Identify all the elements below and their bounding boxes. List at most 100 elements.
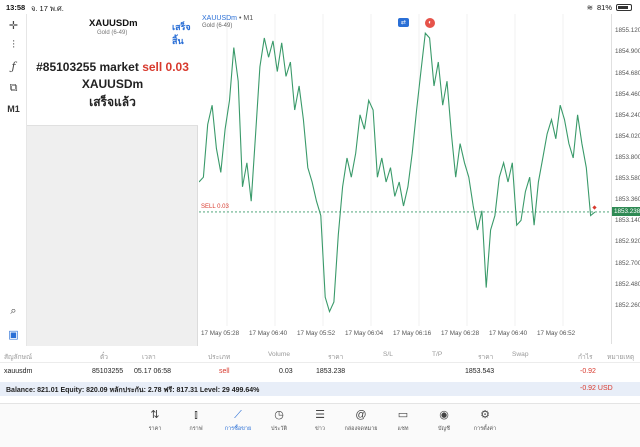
order-message-status: เสร็จแล้ว — [89, 95, 136, 109]
one-click-trading-icon[interactable]: ⇄ — [398, 18, 409, 27]
chart-symbol: XAUUSDm — [202, 15, 238, 22]
price-chart[interactable]: XAUUSDm • M1 Gold (6-49) ⇄ ◐ SELL 0.03 1… — [198, 14, 611, 344]
nav-quotes[interactable]: ⇅ ราคา — [133, 408, 177, 433]
price-axis: 1853.238 1855.120 1854.900 1854.680 1854.46… — [611, 14, 640, 344]
price-tick-label: 1853.140 — [615, 217, 640, 225]
row-price: 1853.238 — [316, 368, 346, 375]
order-message-symbol: XAUUSDm — [81, 77, 144, 91]
candles-icon: ⫾ — [194, 409, 198, 421]
order-panel: XAUUSDm Gold (6-49) เสร็จสิ้น #85103255 … — [27, 14, 198, 346]
price-tick-label: 1855.120 — [615, 27, 640, 35]
row-volume: 0.03 — [279, 368, 293, 375]
chart-timeframe: • M1 — [238, 15, 254, 22]
account-summary-bar: Balance: 821.01 Equity: 820.09 หลักประกั… — [0, 382, 640, 396]
chart-toolbar: ✛ ⫶ ƒ ⧉ M1 ⌕ ▣ — [0, 14, 27, 346]
col-ticket[interactable]: ตั๋ว — [100, 354, 108, 361]
price-tick-label: 1853.580 — [615, 175, 640, 183]
current-price-tag: 1853.238 — [612, 207, 640, 217]
nav-news[interactable]: ☰ ข่าว — [298, 408, 342, 433]
row-current-price: 1853.543 — [465, 368, 495, 375]
news-icon: ☰ — [315, 409, 325, 421]
chart-quick-buttons: ⇄ ◐ — [398, 18, 435, 28]
col-swap[interactable]: Swap — [512, 351, 529, 358]
nav-chat[interactable]: ▭ แชท — [381, 408, 425, 433]
status-bar: 13:58 จ. 17 พ.ศ. ≋ 81% — [0, 0, 640, 14]
nav-account[interactable]: ◉ บัญชี — [422, 408, 466, 433]
battery-icon — [616, 4, 632, 11]
function-icon[interactable]: ƒ — [11, 59, 16, 73]
col-comment[interactable]: หมายเหตุ — [607, 354, 635, 361]
chart-canvas — [198, 14, 611, 326]
row-symbol: xauusdm — [4, 368, 33, 375]
wifi-icon: ≋ — [586, 3, 593, 12]
nav-trade-label: การซื้อขาย — [224, 426, 252, 432]
account-icon: ◉ — [439, 409, 449, 421]
status-time: 13:58 — [6, 3, 26, 12]
done-button[interactable]: เสร็จสิ้น — [172, 22, 191, 46]
order-symbol-description: Gold (6-49) — [97, 30, 128, 36]
indicators-icon[interactable]: ⫶ — [12, 38, 15, 51]
sell-marker — [592, 205, 597, 210]
objects-icon[interactable]: ⧉ — [9, 81, 18, 94]
nav-chart-label: กราฟ — [189, 426, 203, 432]
time-tick-label: 17 May 06:40 — [489, 330, 528, 337]
search-icon[interactable]: ⌕ — [10, 304, 17, 317]
table-header-divider — [0, 362, 640, 363]
chart-title: XAUUSDm • M1 — [202, 15, 253, 22]
bottom-navigation: ⇅ ราคา ⫾ กราฟ ⟋ การซื้อขาย ◷ ประวัติ ☰ ข… — [0, 403, 640, 447]
nav-history-label: ประวัติ — [270, 426, 288, 432]
order-result: XAUUSDm Gold (6-49) เสร็จสิ้น #85103255 … — [27, 14, 198, 126]
row-profit: -0.92 — [580, 368, 596, 375]
row-time: 05.17 06:58 — [134, 368, 171, 375]
status-right: ≋ 81% — [587, 3, 632, 12]
col-current-price[interactable]: ราคา — [478, 354, 494, 361]
status-date: จ. 17 พ.ศ. — [31, 4, 64, 13]
time-tick-label: 17 May 06:04 — [345, 330, 384, 337]
col-profit[interactable]: กำไร — [578, 354, 593, 361]
order-message-line1: #85103255 market sell 0.03 — [27, 60, 198, 74]
chat-icon: ▭ — [397, 409, 409, 421]
nav-trade[interactable]: ⟋ การซื้อขาย — [216, 408, 260, 433]
crosshair-icon[interactable]: ✛ — [8, 19, 19, 32]
nav-news-label: ข่าว — [315, 426, 325, 432]
price-tick-label: 1854.680 — [615, 69, 640, 77]
sell-level-label: SELL 0.03 — [201, 203, 229, 210]
order-symbol: XAUUSDm — [89, 18, 138, 29]
time-tick-label: 17 May 06:40 — [249, 330, 288, 337]
nav-quotes-label: ราคา — [148, 426, 162, 432]
history-icon: ◷ — [274, 409, 284, 421]
chart-subtitle: Gold (6-49) — [202, 23, 233, 29]
price-tick-label: 1853.360 — [615, 196, 640, 204]
timeframe-button[interactable]: M1 — [7, 104, 20, 114]
mail-icon: @ — [355, 409, 367, 421]
col-time[interactable]: เวลา — [142, 354, 156, 361]
nav-history[interactable]: ◷ ประวัติ — [257, 408, 301, 433]
order-message-prefix: #85103255 market — [36, 60, 143, 74]
time-tick-label: 17 May 05:52 — [297, 330, 336, 337]
nav-settings[interactable]: ⚙ การตั้งค่า — [463, 408, 507, 433]
price-tick-label: 1854.900 — [615, 48, 640, 56]
time-tick-label: 17 May 06:16 — [393, 330, 432, 337]
col-type[interactable]: ประเภท — [208, 354, 231, 361]
price-tick-label: 1854.240 — [615, 111, 640, 119]
total-profit: -0.92 USD — [580, 385, 613, 392]
row-type: sell — [219, 368, 230, 375]
price-tick-label: 1852.260 — [615, 301, 640, 309]
positions-table: สัญลักษณ์ ตั๋ว เวลา ประเภท Volume ราคา S… — [0, 346, 640, 385]
col-volume[interactable]: Volume — [268, 351, 290, 358]
nav-chat-label: แชท — [397, 426, 409, 432]
col-sl[interactable]: S/L — [383, 351, 393, 358]
trade-panel-icon[interactable]: ▣ — [8, 328, 19, 341]
arrows-updown-icon: ⇅ — [150, 409, 160, 421]
trade-chart-icon: ⟋ — [234, 409, 242, 421]
col-symbol[interactable]: สัญลักษณ์ — [4, 354, 33, 361]
trade-levels-icon[interactable]: ◐ — [425, 18, 435, 28]
nav-mailbox[interactable]: @ กล่องจดหมาย — [339, 408, 383, 433]
nav-chart[interactable]: ⫾ กราฟ — [174, 408, 218, 433]
row-ticket: 85103255 — [92, 368, 124, 375]
col-tp[interactable]: T/P — [432, 351, 443, 358]
time-tick-label: 17 May 06:52 — [537, 330, 576, 337]
col-price[interactable]: ราคา — [328, 354, 344, 361]
account-summary: Balance: 821.01 Equity: 820.09 หลักประกั… — [6, 387, 260, 394]
price-tick-label: 1852.700 — [615, 259, 640, 267]
